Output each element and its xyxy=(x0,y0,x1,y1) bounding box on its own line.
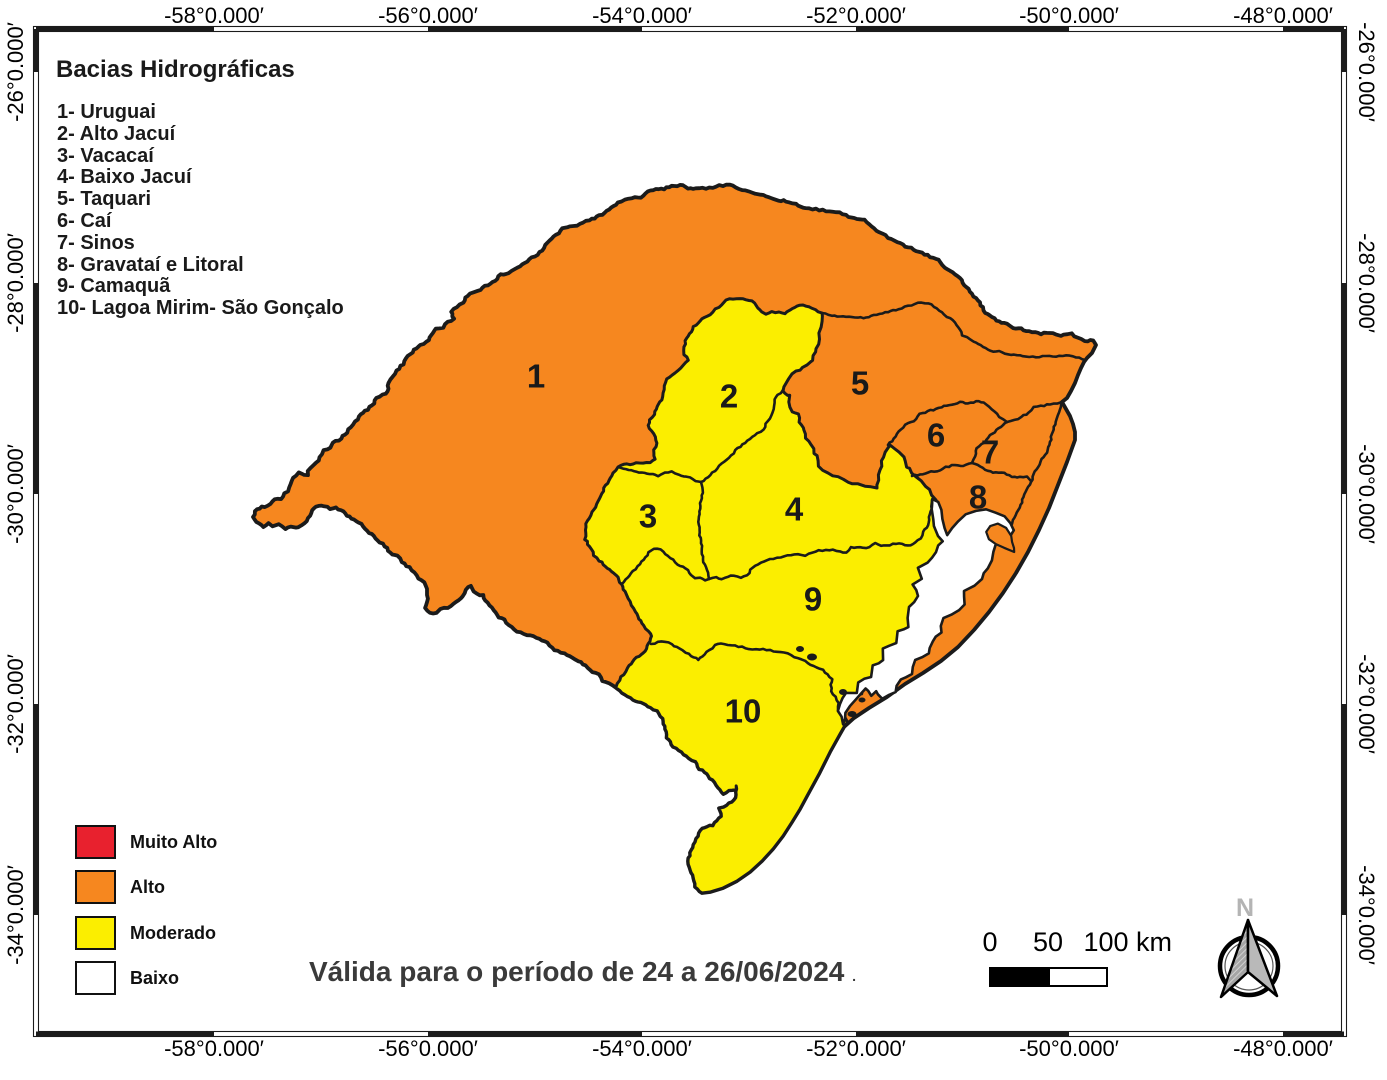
svg-text:4: 4 xyxy=(785,491,804,528)
svg-text:km: km xyxy=(1136,927,1172,957)
svg-text:0: 0 xyxy=(982,927,997,957)
svg-text:5: 5 xyxy=(851,365,869,402)
svg-text:9: 9 xyxy=(804,581,822,618)
svg-text:50: 50 xyxy=(1033,927,1063,957)
svg-text:100: 100 xyxy=(1083,927,1128,957)
svg-text:3: 3 xyxy=(639,498,657,535)
svg-text:6: 6 xyxy=(927,417,945,454)
svg-text:7: 7 xyxy=(981,434,999,471)
svg-text:N: N xyxy=(1236,894,1254,922)
svg-text:1: 1 xyxy=(527,358,545,395)
svg-text:2: 2 xyxy=(720,378,738,415)
svg-text:8: 8 xyxy=(969,479,987,516)
svg-text:10: 10 xyxy=(725,693,762,730)
